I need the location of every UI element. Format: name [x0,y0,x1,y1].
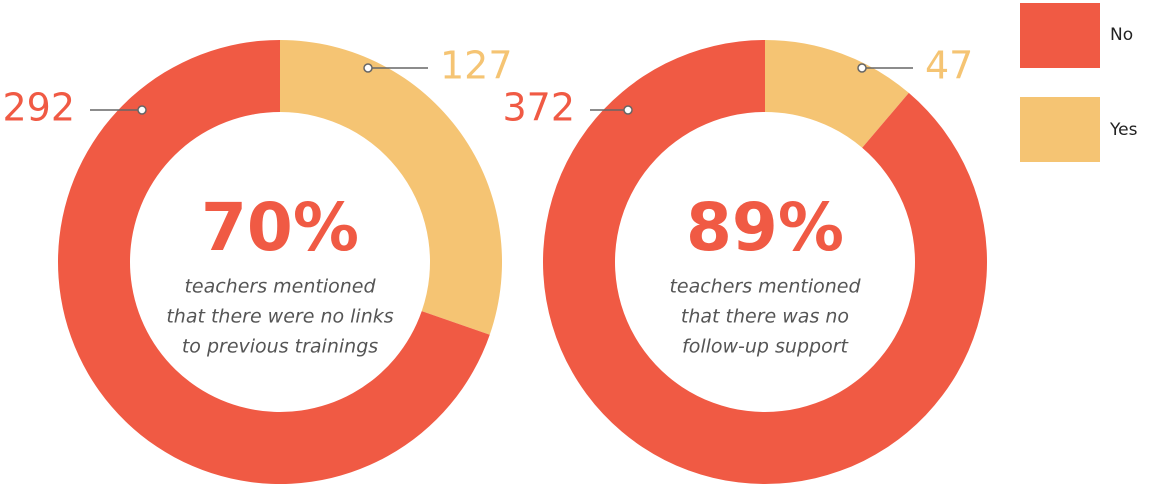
caption: that there was no [681,306,849,328]
caption: teachers mentioned [669,276,861,298]
leader-dot [857,63,867,73]
value-label: 372 [502,86,575,130]
caption: that there were no links [166,306,393,328]
value-label: 47 [925,44,973,88]
leader-dot [363,63,373,73]
leader-dot [137,105,147,115]
donut-slice [543,40,988,484]
center-label: 89% [686,189,844,266]
caption: to previous trainings [182,336,378,358]
leader-dot [623,105,633,115]
donut-slice [280,40,502,335]
donut-slice [765,40,909,148]
legend-label: No [1110,25,1133,45]
caption: follow-up support [682,336,850,358]
legend-swatch [1020,3,1100,68]
donut-slice [58,40,490,484]
caption: teachers mentioned [184,276,376,298]
legend-swatch [1020,97,1100,162]
center-label: 70% [201,189,359,266]
value-label: 127 [440,44,513,88]
value-label: 292 [2,86,75,130]
legend-label: Yes [1109,120,1138,140]
